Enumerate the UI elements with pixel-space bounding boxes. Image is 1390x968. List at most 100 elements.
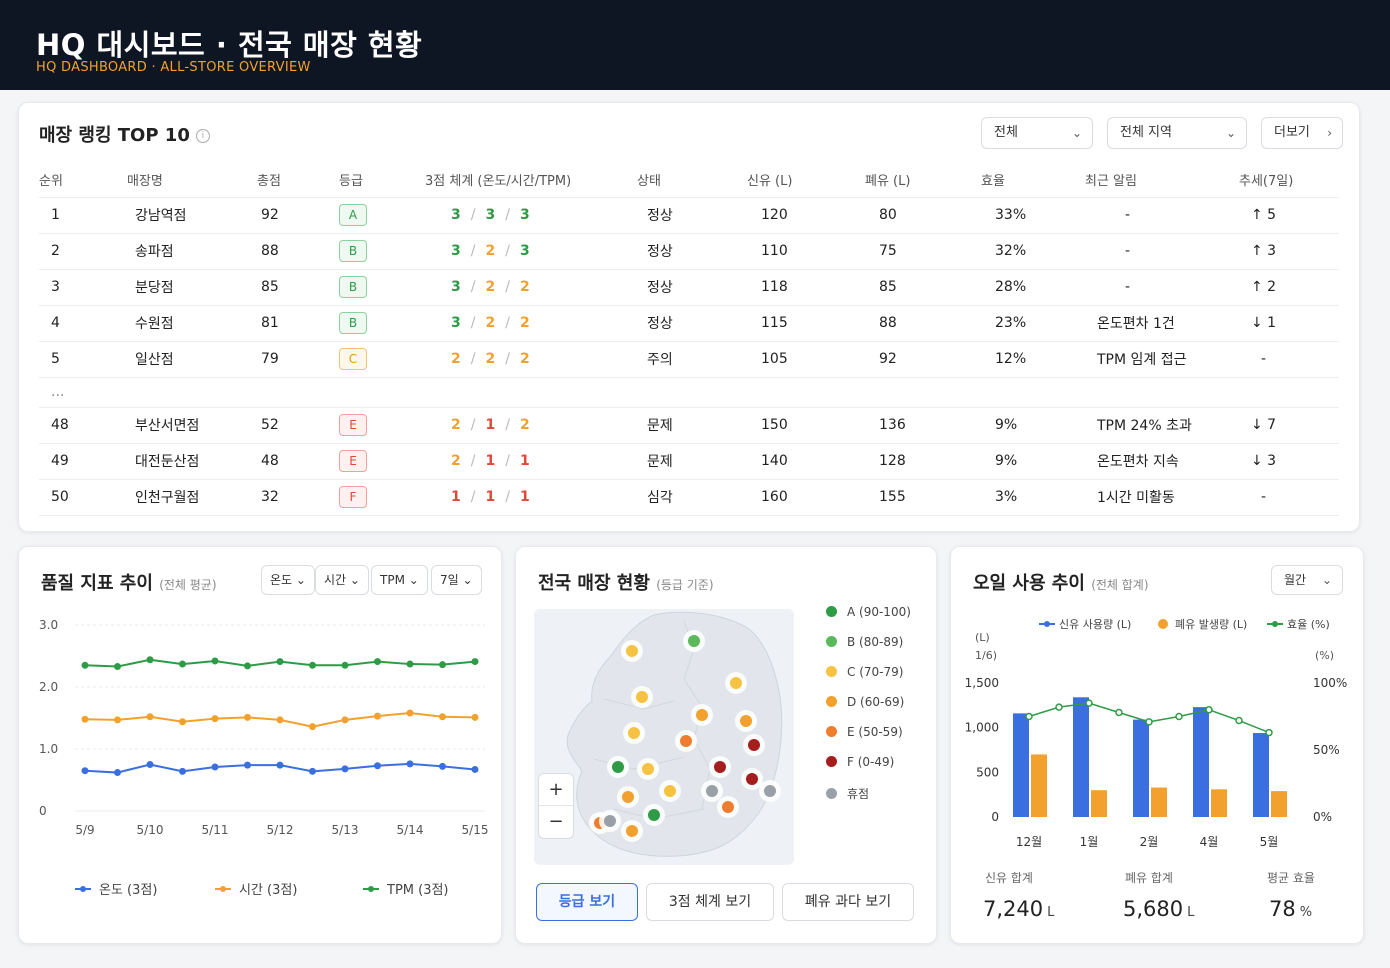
store-marker[interactable] xyxy=(642,763,654,775)
data-point[interactable] xyxy=(244,713,251,721)
store-marker[interactable] xyxy=(622,791,634,803)
data-point[interactable] xyxy=(471,765,479,773)
store-name-cell[interactable]: 강남역점 xyxy=(127,197,257,234)
efficiency-point[interactable] xyxy=(1085,699,1093,707)
store-name-cell[interactable]: 송파점 xyxy=(127,233,257,270)
store-marker[interactable] xyxy=(740,715,752,727)
store-marker[interactable] xyxy=(636,691,648,703)
data-point[interactable] xyxy=(114,663,121,671)
bar-new-oil[interactable] xyxy=(1073,697,1089,817)
table-row[interactable]: 48 부산서면점 52 E 2 / 1 / 2 문제 150 136 9% TPM 24% 초과 ↓ 7 xyxy=(39,407,1339,444)
store-marker[interactable] xyxy=(604,815,616,827)
bar-new-oil[interactable] xyxy=(1193,707,1209,817)
zoom-out-button[interactable]: − xyxy=(548,811,564,832)
table-row[interactable]: 3 분당점 85 B 3/2/2 정상 118 85 28% - ↑ 2 xyxy=(39,269,1339,306)
data-point[interactable] xyxy=(374,762,381,770)
grade-view-button[interactable]: 등급 보기 xyxy=(536,883,638,921)
efficiency-point[interactable] xyxy=(1145,718,1153,726)
more-button[interactable]: 더보기 › xyxy=(1261,117,1343,149)
bar-waste-oil[interactable] xyxy=(1091,790,1107,817)
table-row[interactable]: 2 송파점 88 B 3/2/3 정상 110 75 32% - ↑ 3 xyxy=(39,233,1339,270)
table-row[interactable]: 4 수원점 81 B 3 / 2 / 2 정상 115 88 23% 온도편차 1건 ↓ 1 xyxy=(39,305,1339,342)
store-name-cell[interactable]: 일산점 xyxy=(127,341,257,378)
store-name-cell[interactable]: 수원점 xyxy=(127,305,257,342)
data-point[interactable] xyxy=(179,767,186,775)
data-point[interactable] xyxy=(406,660,414,668)
bar-waste-oil[interactable] xyxy=(1211,789,1227,817)
bar-waste-oil[interactable] xyxy=(1151,787,1167,817)
filter-temp[interactable]: 온도 ⌄ xyxy=(261,565,315,595)
filter-region-select[interactable]: 전체 지역 ⌄ xyxy=(1107,117,1247,149)
efficiency-point[interactable] xyxy=(1175,712,1183,721)
data-point[interactable] xyxy=(179,660,186,668)
data-point[interactable] xyxy=(276,761,284,769)
data-point[interactable] xyxy=(439,661,446,669)
store-marker[interactable] xyxy=(714,761,726,773)
bar-new-oil[interactable] xyxy=(1013,713,1029,817)
efficiency-point[interactable] xyxy=(1115,708,1123,717)
store-name-cell[interactable]: 인천구월점 xyxy=(127,479,257,516)
efficiency-point[interactable] xyxy=(1235,716,1243,725)
data-point[interactable] xyxy=(439,762,446,770)
store-marker[interactable] xyxy=(628,727,640,739)
efficiency-point[interactable] xyxy=(1205,706,1213,714)
store-marker[interactable] xyxy=(612,761,624,773)
zoom-in-button[interactable]: + xyxy=(539,774,573,806)
data-point[interactable] xyxy=(276,658,284,666)
data-point[interactable] xyxy=(309,661,316,669)
store-marker[interactable] xyxy=(764,785,776,797)
store-name-cell[interactable]: 부산서면점 xyxy=(127,407,257,444)
store-marker[interactable] xyxy=(688,635,700,647)
data-point[interactable] xyxy=(341,765,349,773)
store-marker[interactable] xyxy=(680,735,692,747)
store-name-cell[interactable]: 분당점 xyxy=(127,269,257,306)
data-point[interactable] xyxy=(309,767,316,775)
korea-map[interactable] xyxy=(534,609,794,865)
bar-new-oil[interactable] xyxy=(1253,733,1269,817)
table-row[interactable]: 49 대전둔산점 48 E 2 / 1 / 1 문제 140 128 9% 온도편차 지속 ↓ 3 xyxy=(39,443,1339,480)
data-point[interactable] xyxy=(276,716,284,724)
bar-waste-oil[interactable] xyxy=(1031,754,1047,817)
efficiency-point[interactable] xyxy=(1055,703,1063,711)
data-point[interactable] xyxy=(374,712,381,720)
table-row[interactable]: ... xyxy=(39,377,1339,408)
store-marker[interactable] xyxy=(648,809,660,821)
efficiency-point[interactable] xyxy=(1025,712,1033,721)
data-point[interactable] xyxy=(179,718,186,726)
store-marker[interactable] xyxy=(626,825,638,837)
data-point[interactable] xyxy=(406,760,414,768)
data-point[interactable] xyxy=(146,761,154,768)
data-point[interactable] xyxy=(374,658,381,666)
data-point[interactable] xyxy=(439,713,446,721)
data-point[interactable] xyxy=(244,662,251,670)
bar-waste-oil[interactable] xyxy=(1271,791,1287,817)
info-icon[interactable]: i xyxy=(195,129,210,143)
data-point[interactable] xyxy=(471,713,479,721)
data-point[interactable] xyxy=(146,656,154,664)
data-point[interactable] xyxy=(211,657,219,665)
data-point[interactable] xyxy=(146,713,154,721)
data-point[interactable] xyxy=(114,769,121,777)
table-row[interactable]: 1 강남역점 92 A 3 / 3 / 3 정상 120 80 33% - ↑ 5 xyxy=(39,197,1339,234)
store-marker[interactable] xyxy=(748,739,760,751)
efficiency-point[interactable] xyxy=(1265,728,1273,737)
store-marker[interactable] xyxy=(664,785,676,797)
data-point[interactable] xyxy=(114,716,121,724)
store-marker[interactable] xyxy=(706,785,718,797)
store-marker[interactable] xyxy=(696,709,708,721)
period-select[interactable]: 월간 ⌄ xyxy=(1271,565,1343,595)
table-row[interactable]: 5 일산점 79 C 2 / 2 / 2 주의 105 92 12% TPM 임계 접근 - xyxy=(39,341,1339,378)
data-point[interactable] xyxy=(81,661,89,669)
store-name-cell[interactable]: 대전둔산점 xyxy=(127,443,257,480)
data-point[interactable] xyxy=(81,767,89,775)
data-point[interactable] xyxy=(81,715,89,723)
store-marker[interactable] xyxy=(722,801,734,813)
store-marker[interactable] xyxy=(626,645,638,657)
data-point[interactable] xyxy=(471,658,479,666)
data-point[interactable] xyxy=(341,661,349,669)
filter-period[interactable]: 7일 ⌄ xyxy=(431,565,482,595)
data-point[interactable] xyxy=(244,761,251,769)
bar-new-oil[interactable] xyxy=(1133,719,1149,817)
data-point[interactable] xyxy=(211,715,219,723)
waste-oil-view-button[interactable]: 폐유 과다 보기 xyxy=(782,883,914,921)
